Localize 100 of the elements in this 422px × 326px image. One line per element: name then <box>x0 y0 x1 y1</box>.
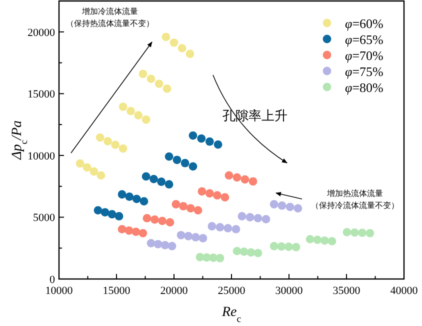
point <box>248 177 258 186</box>
point <box>188 131 198 140</box>
annotation: （保持热流体流量不变） <box>66 19 154 28</box>
point <box>172 200 180 208</box>
point <box>262 215 270 224</box>
annotation: 增加热流体流量 <box>326 189 383 198</box>
y-tick-label: 15000 <box>28 88 56 101</box>
point <box>124 226 134 235</box>
point <box>125 192 134 201</box>
point <box>240 247 248 256</box>
point <box>82 163 92 172</box>
point <box>246 213 254 222</box>
point <box>176 230 186 240</box>
point <box>162 32 170 42</box>
legend-label: φ=75% <box>345 64 384 79</box>
point <box>220 193 230 202</box>
point <box>238 212 246 220</box>
point <box>132 228 140 236</box>
point <box>270 200 278 208</box>
point <box>366 228 374 238</box>
point <box>320 236 329 245</box>
point <box>180 158 190 168</box>
point <box>150 215 159 224</box>
point <box>292 242 300 252</box>
point <box>132 194 141 204</box>
point <box>232 173 242 182</box>
point <box>205 137 214 146</box>
point <box>254 248 262 258</box>
point <box>142 172 150 181</box>
point <box>94 206 102 215</box>
point <box>198 234 208 242</box>
point <box>254 214 262 222</box>
point <box>118 102 128 111</box>
x-tick-label: 40000 <box>390 285 418 297</box>
point <box>188 162 198 171</box>
point <box>172 156 182 164</box>
point <box>154 240 162 248</box>
point <box>197 134 206 143</box>
annotation: 增加冷流体流量 <box>81 7 138 16</box>
point <box>104 137 112 146</box>
point <box>138 70 148 78</box>
point <box>114 212 124 220</box>
legend-label: φ=65% <box>345 32 384 47</box>
point <box>164 180 174 189</box>
point <box>294 204 302 213</box>
legend-label: φ=80% <box>345 80 384 95</box>
x-tick-label: 20000 <box>160 285 188 297</box>
point <box>96 133 104 142</box>
x-tick-label: 10000 <box>45 285 74 297</box>
point <box>111 140 120 150</box>
y-tick-label: 20000 <box>28 26 56 39</box>
point <box>270 242 278 250</box>
point <box>96 171 106 180</box>
point <box>179 202 188 210</box>
point <box>126 106 135 116</box>
point <box>232 225 240 234</box>
point <box>118 190 126 199</box>
point <box>224 171 234 180</box>
point <box>162 84 172 93</box>
point <box>342 228 352 236</box>
point <box>216 223 224 232</box>
point <box>138 228 148 238</box>
x-tick-label: 25000 <box>218 285 246 297</box>
point <box>164 152 174 161</box>
point <box>240 175 250 184</box>
y-tick-label: 0 <box>50 274 56 286</box>
point <box>278 201 286 210</box>
point <box>118 144 128 153</box>
legend-label: φ=60% <box>345 16 384 31</box>
point <box>76 159 84 168</box>
point <box>184 232 193 240</box>
point <box>194 206 202 215</box>
point <box>214 140 222 149</box>
point <box>191 233 200 242</box>
annotation: （保持冷流体流量不变） <box>311 201 399 210</box>
point <box>100 208 110 216</box>
point <box>208 222 216 230</box>
annotation: 孔隙率上升 <box>222 108 288 123</box>
point <box>198 187 206 196</box>
point <box>350 228 359 237</box>
point <box>160 240 170 250</box>
point <box>90 167 98 176</box>
x-tick-label: 15000 <box>102 285 131 297</box>
y-tick-label: 5000 <box>33 212 56 224</box>
legend-label: φ=70% <box>345 48 384 63</box>
point <box>232 246 242 256</box>
point <box>170 38 178 47</box>
point <box>224 224 232 232</box>
point <box>246 248 256 257</box>
point <box>108 210 116 218</box>
point <box>186 204 195 213</box>
x-tick-label: 30000 <box>275 285 304 297</box>
point <box>186 50 194 58</box>
point <box>154 80 164 88</box>
point <box>205 189 214 198</box>
point <box>358 228 366 237</box>
x-axis-title: Re$_{c}$ <box>220 305 242 324</box>
point <box>142 214 152 222</box>
point <box>140 197 148 206</box>
point <box>168 242 176 250</box>
